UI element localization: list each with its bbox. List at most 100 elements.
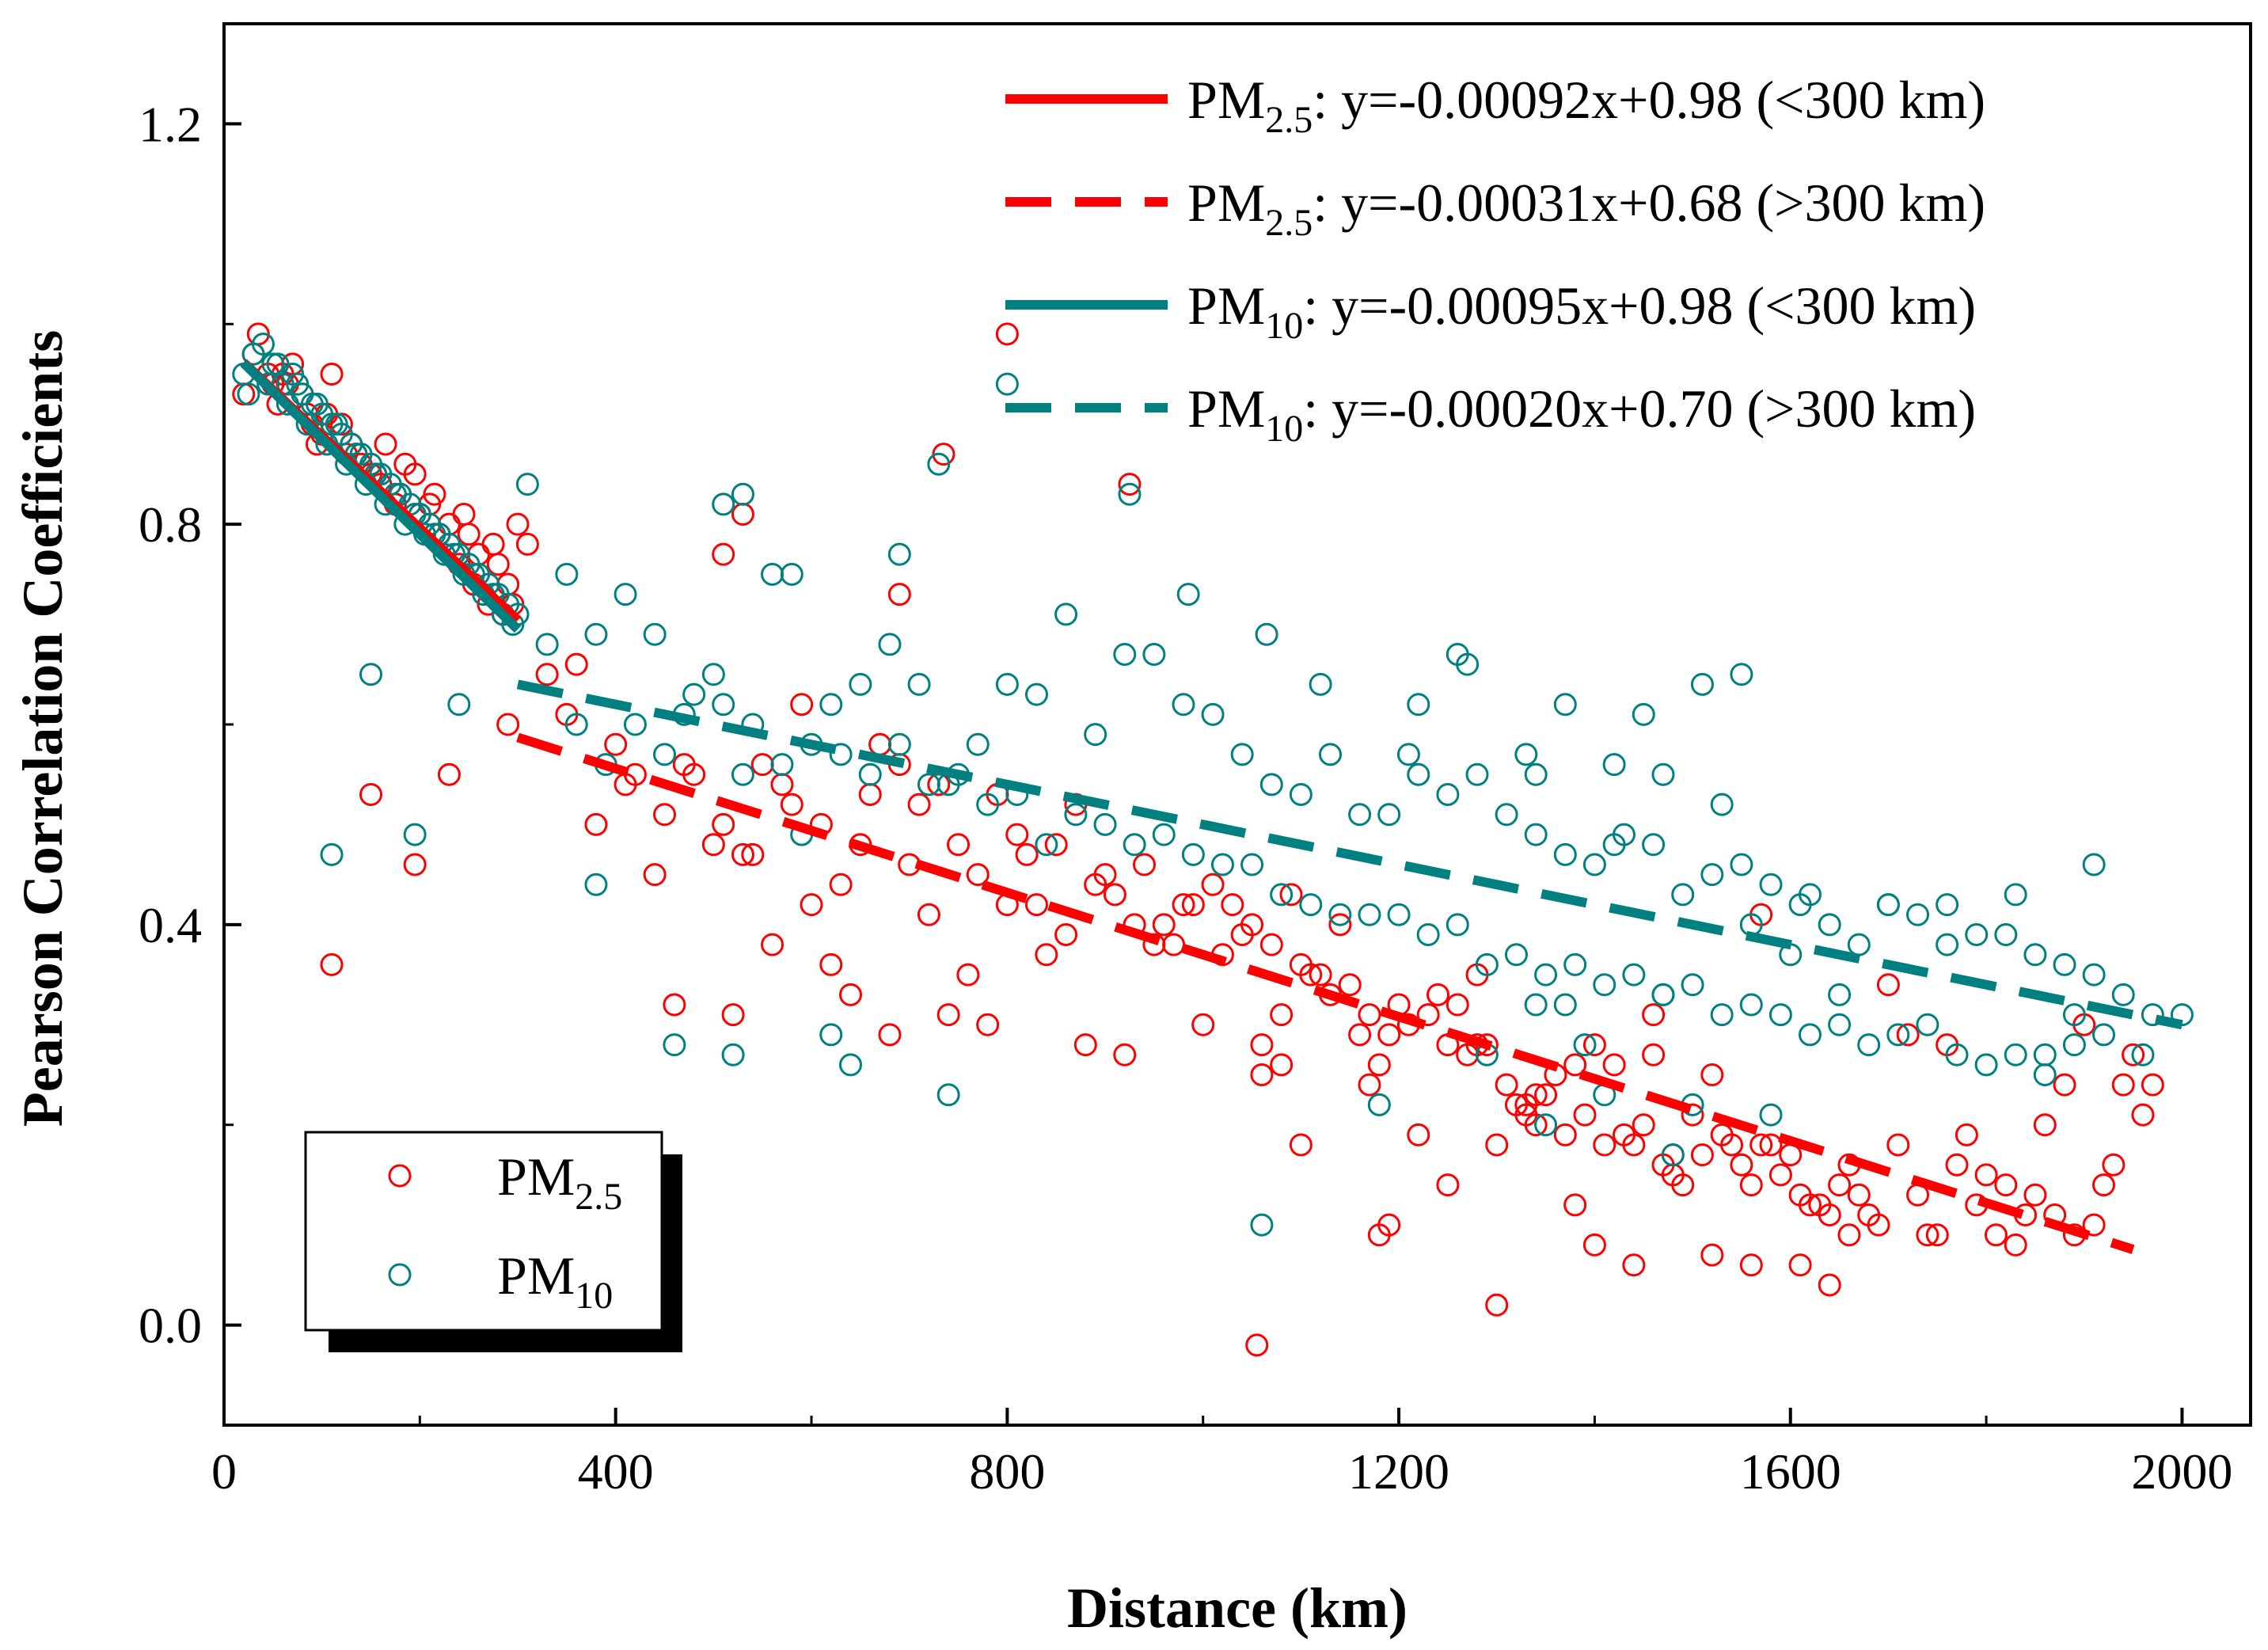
pm10-point xyxy=(819,1023,843,1047)
pm25-point xyxy=(437,762,461,786)
pm10-point xyxy=(858,762,882,786)
pm10-point xyxy=(305,392,329,416)
pm10-point xyxy=(266,352,290,376)
pm10-point xyxy=(2170,1003,2194,1027)
pm10-point xyxy=(1563,952,1587,976)
pm10-point xyxy=(2082,963,2106,987)
pm25-point xyxy=(887,583,911,606)
pm10-point xyxy=(1436,783,1460,806)
pm25-point xyxy=(936,1003,960,1027)
pm10-point xyxy=(1671,883,1695,907)
pm10-point xyxy=(682,682,706,706)
pm25-point xyxy=(496,713,520,736)
pm10-point xyxy=(1994,923,2018,946)
pm25-point xyxy=(2033,1113,2057,1137)
pm25-point xyxy=(1984,1223,2008,1247)
pm25-point xyxy=(1710,1123,1734,1146)
pm10-point xyxy=(1730,663,1753,686)
legend-pm25-label: PM2.5 xyxy=(497,1146,622,1218)
pm25-point xyxy=(604,732,628,756)
pm10-point xyxy=(1524,993,1548,1017)
pm10-point xyxy=(1118,482,1142,506)
pm25-point xyxy=(1485,1293,1509,1317)
fit-legend: PM2.5: y=-0.00092x+0.98 (<300 km) PM2.5: … xyxy=(1005,70,1985,450)
pm10-point xyxy=(887,732,911,756)
pm25-point xyxy=(423,482,446,506)
pm10-point xyxy=(1965,923,1989,946)
pm10-point xyxy=(1318,743,1342,766)
pm10-fit-solid-line xyxy=(240,359,522,633)
pm25-point xyxy=(481,532,505,556)
pm10-point xyxy=(1602,753,1626,777)
pm25-point xyxy=(1602,1053,1626,1077)
pm25-point xyxy=(1749,1133,1773,1157)
pm10-point xyxy=(1064,803,1088,827)
pm10-point xyxy=(320,842,344,866)
pm10-point xyxy=(1710,793,1734,816)
pm25-point xyxy=(976,1013,1000,1036)
pm25-point xyxy=(1553,1123,1577,1146)
pm25-point xyxy=(1642,1043,1666,1066)
pm25-point xyxy=(359,783,383,806)
pm10-point xyxy=(2004,1043,2027,1066)
pm10-point xyxy=(1289,783,1313,806)
pm10-point xyxy=(995,372,1019,396)
pm10-point xyxy=(2004,883,2027,907)
pm10-point xyxy=(1553,993,1577,1017)
pm10-point xyxy=(1416,923,1440,946)
pm10-point xyxy=(663,1033,686,1057)
pm25-point xyxy=(1309,963,1332,987)
y-axis-label: Pearson Correlation Coefficients xyxy=(11,330,74,1127)
pm10-point xyxy=(712,693,735,717)
pm10-point xyxy=(515,473,539,496)
pm25-point xyxy=(663,993,686,1017)
pm10-point xyxy=(701,663,725,686)
pm25-point xyxy=(1768,1163,1792,1187)
pm10-point xyxy=(936,1083,960,1107)
fit-lines-layer xyxy=(240,359,2183,1254)
pm10-point xyxy=(2033,1063,2057,1086)
pm25-point xyxy=(1259,933,1283,956)
pm10-point xyxy=(887,542,911,566)
pm25-point xyxy=(2004,1233,2027,1257)
pm10-point xyxy=(1974,1053,1998,1077)
pm10-point xyxy=(1681,973,1704,997)
pm10-point xyxy=(584,873,608,896)
pm25-point xyxy=(1279,883,1303,907)
pm10-point xyxy=(1475,952,1499,976)
pm25-point xyxy=(1622,1253,1646,1277)
x-tick-label: 0 xyxy=(211,1443,237,1500)
pm25-point xyxy=(1690,1143,1714,1167)
pm25-point xyxy=(2082,1213,2106,1237)
pm10-point xyxy=(2111,983,2135,1006)
pm10-point xyxy=(1142,643,1166,666)
pm25-point xyxy=(761,933,784,956)
pm25-point xyxy=(995,322,1019,346)
pm10-point xyxy=(995,672,1019,696)
pm10-point xyxy=(1700,863,1724,887)
pm10-point xyxy=(1367,1093,1391,1116)
pm10-point xyxy=(1710,1003,1734,1027)
pm10-point xyxy=(1632,702,1655,726)
pm10-point xyxy=(1407,693,1430,717)
pm25-point xyxy=(584,812,608,836)
pm10-point xyxy=(614,583,637,606)
pm25-point xyxy=(1916,1223,1939,1247)
pm10-point xyxy=(770,753,794,777)
pm25-point xyxy=(1221,893,1244,917)
pm25-point xyxy=(1876,973,1900,997)
pm10-point xyxy=(653,743,677,766)
pm25-point xyxy=(1563,1053,1587,1077)
pm10-point xyxy=(1857,1033,1881,1057)
pm25-point xyxy=(907,793,931,816)
pm25-point xyxy=(1299,963,1323,987)
pm25-point xyxy=(1974,1163,1998,1187)
pm10-fit-dashed-line xyxy=(516,679,2183,1030)
pm25-point xyxy=(1358,1003,1381,1027)
pm25-point xyxy=(1172,893,1195,917)
pm10-point xyxy=(1396,743,1420,766)
pm10-point xyxy=(1024,682,1048,706)
pm25-point xyxy=(1073,1033,1097,1057)
pm25-point xyxy=(1955,1123,1978,1146)
pm25-point xyxy=(2053,1073,2076,1097)
